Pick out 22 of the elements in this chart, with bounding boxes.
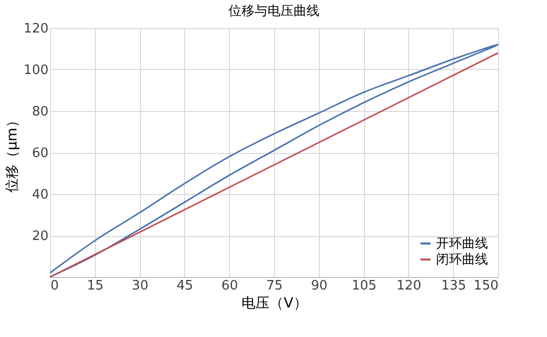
- x-tick-label: 90: [311, 278, 328, 294]
- x-tick-label: 30: [132, 278, 148, 294]
- y-tick-label: 100: [24, 63, 48, 78]
- legend-label: 闭环曲线: [436, 252, 488, 268]
- x-tick-label: 120: [396, 278, 422, 294]
- x-tick-label: 60: [221, 278, 238, 294]
- x-tick-label: 75: [266, 278, 283, 294]
- y-axis-title: 位移（μm）: [4, 114, 21, 192]
- y-tick-label: 80: [32, 104, 48, 120]
- y-tick-label: 60: [32, 146, 48, 161]
- y-tick-label: 40: [32, 188, 48, 202]
- x-tick-label: 45: [176, 278, 194, 294]
- x-tick-label: 15: [87, 278, 104, 294]
- x-axis-title: 电压（V）: [242, 296, 308, 312]
- legend-label: 开环曲线: [436, 236, 488, 252]
- x-tick-label: 0: [50, 278, 59, 294]
- x-tick-label: 150: [474, 278, 498, 294]
- x-tick-label: 105: [352, 278, 377, 294]
- y-tick-label: 120: [24, 22, 48, 36]
- y-tick-label: 20: [32, 229, 48, 244]
- chart-title: 位移与电压曲线: [228, 4, 320, 19]
- x-tick-label: 135: [441, 278, 466, 294]
